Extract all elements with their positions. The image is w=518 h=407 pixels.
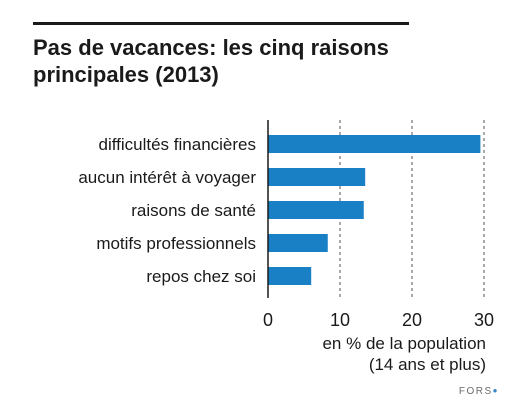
bar-0 [268,135,481,153]
x-tick-label-10: 10 [330,310,350,330]
category-label-1: aucun intérêt à voyager [78,168,256,187]
bar-3 [268,234,328,252]
chart-title: Pas de vacances: les cinq raisons princi… [33,35,389,87]
x-axis-label-line-1: en % de la population [322,334,486,353]
x-axis-label-line-2: (14 ans et plus) [368,355,486,374]
title-rule [33,22,409,25]
source-text: FORS [458,386,493,397]
source-dot-icon: ● [492,386,499,395]
x-axis-label: en % de la population (14 ans et plus) [240,333,486,375]
x-tick-label-20: 20 [402,310,422,330]
bar-2 [268,201,364,219]
category-label-3: motifs professionnels [96,234,256,253]
bar-4 [268,267,312,285]
category-label-2: raisons de santé [131,201,256,220]
x-tick-label-0: 0 [263,310,273,330]
category-label-4: repos chez soi [146,267,256,286]
source-logo: FORS● [459,386,499,397]
category-label-0: difficultés financières [99,135,257,154]
bar-1 [268,168,366,186]
x-tick-label-30: 30 [474,310,494,330]
